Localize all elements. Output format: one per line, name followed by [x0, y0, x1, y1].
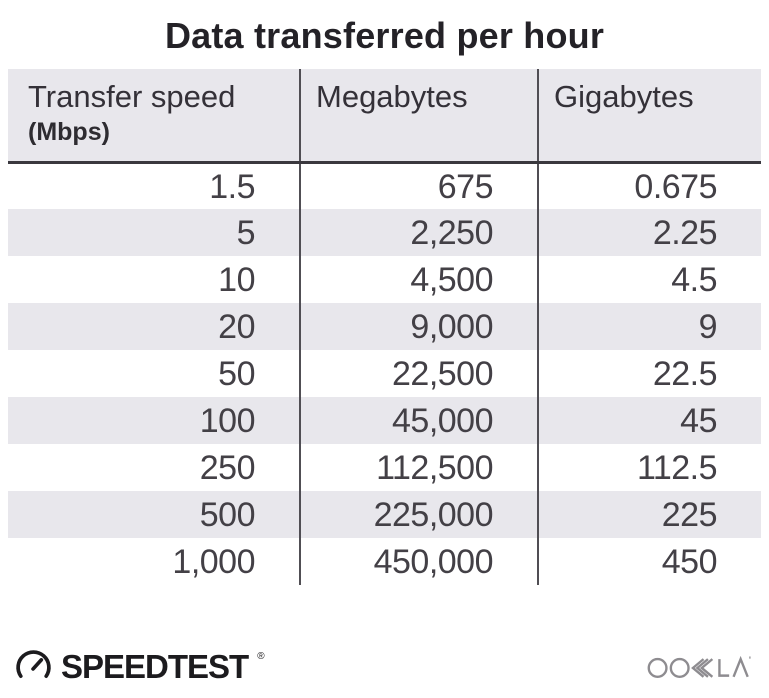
table-cell: 9 [537, 303, 761, 351]
table-row: 5 2,250 2.25 [8, 209, 761, 257]
table-row: 1,000 450,000 450 [8, 538, 761, 586]
table-cell: 20 [8, 303, 300, 351]
table-cell: 450 [537, 538, 761, 586]
page-title: Data transferred per hour [164, 15, 605, 56]
registered-trademark-icon: ® [257, 650, 265, 662]
ookla-wordmark-icon [647, 655, 751, 678]
table-cell: 5 [8, 209, 300, 257]
speedtest-gauge-icon [16, 649, 51, 678]
table-row: 250 112,500 112.5 [8, 444, 761, 492]
footer: SPEEDTEST ® [14, 644, 753, 690]
table-cell: 1,000 [8, 538, 300, 586]
ookla-logo [647, 652, 753, 683]
table-cell: 112.5 [537, 444, 761, 492]
header-gigabytes-label: Gigabytes [554, 79, 694, 115]
table-cell: 112,500 [299, 444, 538, 492]
table-cell: 500 [8, 491, 300, 539]
table-cell: 450,000 [299, 538, 538, 586]
table-header: Transfer speed (Mbps) Megabytes Gigabyte… [8, 69, 761, 164]
table-cell: 250 [8, 444, 300, 492]
table-cell: 50 [8, 350, 300, 398]
table-row: 500 225,000 225 [8, 491, 761, 539]
speedtest-logo: SPEEDTEST ® [14, 648, 265, 687]
table-cell: 45 [537, 397, 761, 445]
header-cell-transfer-speed: Transfer speed (Mbps) [8, 69, 300, 164]
header-transfer-speed-unit: (Mbps) [28, 117, 110, 146]
table-cell: 10 [8, 256, 300, 304]
table-row: 50 22,500 22.5 [8, 350, 761, 398]
data-table: Transfer speed (Mbps) Megabytes Gigabyte… [8, 69, 761, 586]
table-cell: 225,000 [299, 491, 538, 539]
table-cell: 1.5 [8, 162, 300, 210]
speedtest-wordmark: SPEEDTEST [61, 648, 249, 685]
table-cell: 4,500 [299, 256, 538, 304]
table-row: 100 45,000 45 [8, 397, 761, 445]
header-megabytes-label: Megabytes [316, 79, 468, 115]
table-cell: 0.675 [537, 162, 761, 210]
table-cell: 2.25 [537, 209, 761, 257]
header-cell-gigabytes: Gigabytes [537, 69, 761, 164]
table-cell: 22.5 [537, 350, 761, 398]
table-cell: 45,000 [299, 397, 538, 445]
table-row: 20 9,000 9 [8, 303, 761, 351]
table-cell: 100 [8, 397, 300, 445]
table-cell: 675 [299, 162, 538, 210]
header-cell-megabytes: Megabytes [299, 69, 538, 164]
table-cell: 22,500 [299, 350, 538, 398]
table-cell: 4.5 [537, 256, 761, 304]
header-transfer-speed-label: Transfer speed [28, 79, 236, 115]
table-body: 1.5 675 0.675 5 2,250 2.25 10 4,500 4.5 20 9,000 9 5… [8, 162, 761, 586]
table-row: 1.5 675 0.675 [8, 162, 761, 210]
table-row: 10 4,500 4.5 [8, 256, 761, 304]
header-row: Transfer speed (Mbps) Megabytes Gigabyte… [8, 69, 761, 164]
table-cell: 225 [537, 491, 761, 539]
table-cell: 2,250 [299, 209, 538, 257]
table-cell: 9,000 [299, 303, 538, 351]
